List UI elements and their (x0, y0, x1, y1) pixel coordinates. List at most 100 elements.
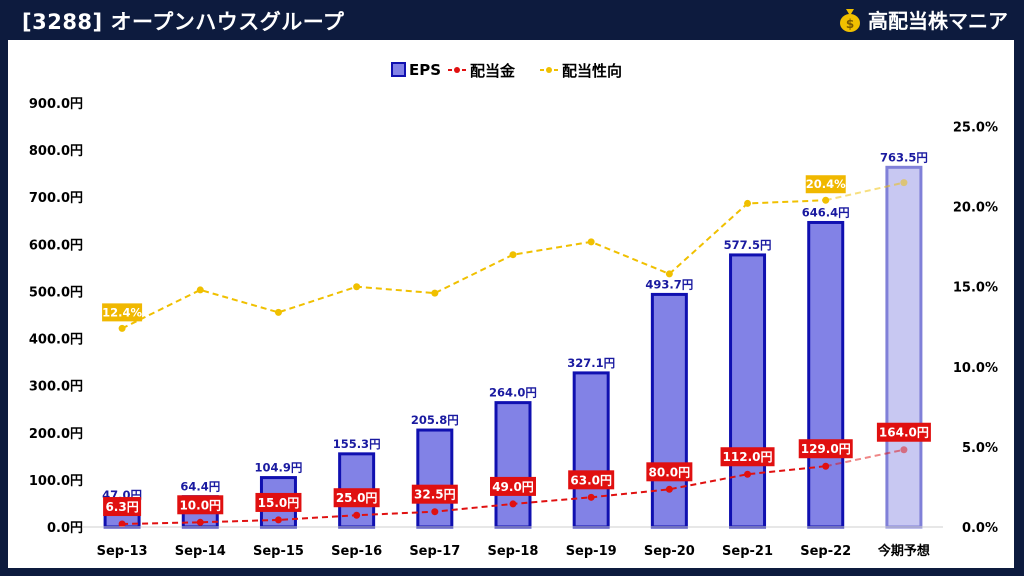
legend-dividend-label: 配当金 (470, 62, 516, 80)
combo-chart: EPS 配当金 配当性向 0.0円 100.0円 200.0円 300.0円 400.0円 5… (29, 61, 998, 559)
payout-point (587, 238, 595, 246)
x-tick-label: Sep-22 (800, 544, 851, 559)
dividend-data-label: 63.0円 (570, 473, 612, 487)
dividend-data-label: 6.3円 (105, 500, 138, 514)
payout-data-label: 20.4% (806, 177, 846, 191)
eps-bars: 47.0円64.4円104.9円155.3円205.8円264.0円327.1円… (102, 150, 928, 529)
dividend-data-label: 15.0円 (258, 496, 300, 510)
dividend-point (822, 462, 830, 470)
x-tick-label: Sep-19 (566, 544, 617, 559)
dividend-label-box (720, 447, 775, 467)
y-left-tick-label: 500.0円 (29, 285, 83, 300)
money-bag-icon: $ (840, 8, 860, 32)
payout-point (744, 199, 752, 207)
y-right-tick-label: 0.0% (962, 521, 998, 536)
payout-point (118, 324, 126, 332)
y-right-tick-label: 15.0% (953, 281, 998, 296)
dividend-forecast-segment (825, 448, 905, 468)
chart-legend: EPS 配当金 配当性向 (391, 61, 622, 80)
dividend-line-path (122, 465, 826, 526)
y-axis-left: 0.0円 100.0円 200.0円 300.0円 400.0円 500.0円 600.0円… (29, 97, 83, 536)
x-tick-label: 今期予想 (877, 543, 930, 559)
dividend-point (665, 485, 673, 493)
x-tick-label: Sep-13 (97, 544, 148, 559)
dividend-point (587, 493, 595, 501)
dividend-label-box (490, 476, 536, 496)
y-left-tick-label: 400.0円 (29, 333, 83, 348)
payout-data-label: 12.4% (102, 305, 142, 319)
legend-eps-swatch (391, 62, 406, 77)
payout-point (353, 283, 361, 291)
y-left-tick-label: 700.0円 (29, 191, 83, 206)
header-bar: [3288] オープンハウスグループ $ 高配当株マニア (0, 0, 1024, 40)
dividend-point (900, 446, 908, 454)
x-axis: Sep-13 Sep-14 Sep-15 Sep-16 Sep-17 Sep-18 Sep-… (83, 526, 943, 559)
dividend-data-label: 49.0円 (492, 480, 534, 494)
dividend-data-label: 80.0円 (649, 465, 691, 479)
dividend-point (118, 520, 126, 528)
y-right-tick-label: 5.0% (962, 441, 998, 456)
legend-dividend-marker (454, 67, 460, 73)
dividend-point (196, 518, 204, 526)
payout-point (274, 308, 282, 316)
dividend-label-box (333, 488, 380, 508)
eps-data-label: 763.5円 (880, 150, 928, 164)
y-left-tick-label: 0.0円 (47, 521, 83, 536)
x-tick-label: Sep-17 (409, 544, 460, 559)
dividend-label-box (876, 422, 931, 442)
dividend-label-box (103, 497, 142, 517)
x-tick-label: Sep-14 (175, 544, 226, 559)
y-right-tick-label: 25.0% (953, 121, 998, 136)
payout-forecast-segment (825, 181, 905, 202)
y-right-tick-label: 10.0% (953, 361, 998, 376)
payout-point (900, 179, 908, 187)
dividend-label-box (646, 462, 693, 482)
y-left-tick-label: 300.0円 (29, 380, 83, 395)
payout-point (509, 251, 517, 259)
y-left-tick-label: 900.0円 (29, 97, 83, 112)
dividend-data-label: 10.0円 (179, 498, 221, 512)
eps-bar (807, 220, 845, 529)
dividend-label-box (798, 439, 853, 459)
payout-point (822, 196, 830, 204)
eps-data-label: 327.1円 (567, 356, 615, 370)
eps-bar (885, 165, 923, 529)
dividend-line: 6.3円 10.0円 15.0円 25.0円 32.5円 49.0円 63.0円 80.0円 1… (103, 422, 931, 528)
dividend-data-label: 25.0円 (336, 491, 378, 505)
dividend-label-box (568, 470, 615, 490)
dividend-point (274, 516, 282, 524)
page-title: [3288] オープンハウスグループ (22, 10, 345, 34)
eps-data-label: 64.4円 (180, 480, 220, 494)
payout-point (431, 289, 439, 297)
dividend-point (744, 470, 752, 478)
legend-eps-label: EPS (409, 61, 441, 79)
dividend-label-box (177, 495, 224, 515)
x-tick-label: Sep-18 (488, 544, 539, 559)
x-tick-label: Sep-21 (722, 544, 773, 559)
eps-bar (494, 401, 532, 529)
payout-label-box (102, 303, 143, 322)
x-tick-label: Sep-20 (644, 544, 695, 559)
eps-data-label: 264.0円 (489, 386, 537, 400)
y-axis-right: 0.0% 5.0% 10.0% 15.0% 20.0% 25.0% (953, 121, 998, 536)
eps-data-label: 646.4円 (802, 205, 850, 219)
eps-data-label: 493.7円 (645, 277, 693, 291)
dividend-label-box (255, 492, 302, 512)
svg-text:$: $ (846, 17, 854, 31)
payout-point (665, 270, 673, 278)
y-right-tick-label: 20.0% (953, 201, 998, 216)
eps-data-label: 155.3円 (333, 437, 381, 451)
payout-line: 12.4% 20.4% (102, 175, 908, 332)
payout-line-path (121, 199, 826, 330)
chart-panel: EPS 配当金 配当性向 0.0円 100.0円 200.0円 300.0円 400.0円 5… (8, 40, 1014, 568)
eps-bar (729, 253, 767, 529)
brand-name: 高配当株マニア (868, 9, 1008, 33)
payout-point (196, 286, 204, 294)
payout-label-box (805, 175, 846, 194)
dividend-label-box (411, 484, 458, 504)
dividend-data-label: 164.0円 (879, 426, 929, 440)
legend-payout-marker (546, 67, 552, 73)
x-tick-label: Sep-15 (253, 544, 304, 559)
dividend-data-label: 32.5円 (414, 488, 456, 502)
